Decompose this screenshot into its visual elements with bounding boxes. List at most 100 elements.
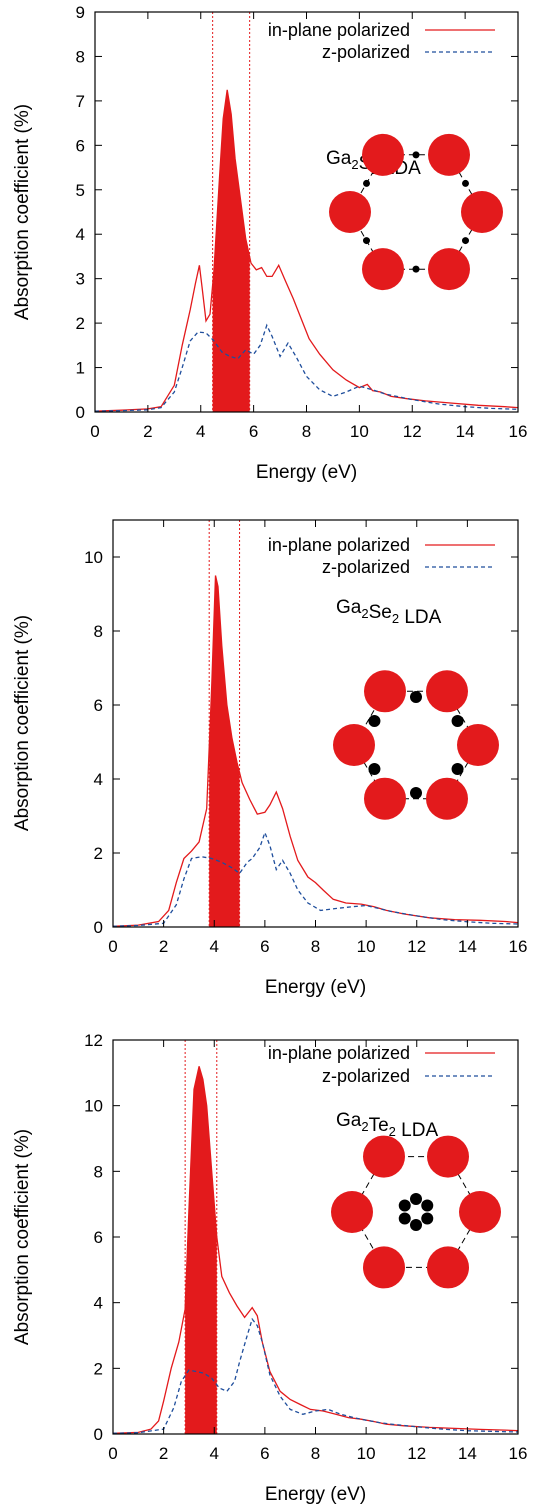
- x-tick-label: 14: [456, 422, 475, 441]
- x-tick-label: 6: [249, 422, 258, 441]
- x-tick-label: 4: [210, 937, 219, 956]
- x-axis-title: Energy (eV): [265, 1484, 366, 1505]
- legend-label: z-polarized: [322, 42, 410, 62]
- legend-label: in-plane polarized: [268, 1043, 410, 1063]
- y-tick-label: 0: [76, 403, 85, 422]
- series-line-in-plane: [94, 89, 519, 412]
- x-tick-label: 16: [509, 422, 528, 441]
- y-tick-label: 2: [94, 1359, 103, 1378]
- ga-atom: [364, 777, 406, 820]
- y-tick-label: 0: [94, 918, 103, 937]
- chalcogen-atom: [363, 179, 370, 187]
- y-tick-label: 8: [76, 47, 85, 66]
- chalcogen-atom: [462, 237, 469, 245]
- chalcogen-atom: [421, 1199, 434, 1212]
- y-tick-label: 8: [94, 622, 103, 641]
- y-tick-label: 4: [76, 225, 85, 244]
- inset-structure-diagram: [329, 133, 503, 291]
- series-line-z-polarized: [94, 323, 519, 412]
- x-tick-label: 6: [260, 937, 269, 956]
- ga-atom: [329, 191, 371, 233]
- inset-structure-diagram: [331, 1135, 501, 1289]
- inset-structure-diagram: [333, 670, 499, 820]
- inset-structure-title: Ga2Se2 LDA: [336, 597, 442, 628]
- ga-atom: [362, 248, 404, 291]
- chalcogen-atom: [451, 763, 464, 775]
- x-tick-label: 12: [407, 1444, 426, 1463]
- x-tick-label: 8: [302, 422, 311, 441]
- ga-atom: [363, 1135, 405, 1178]
- chalcogen-atom: [421, 1212, 434, 1225]
- ga-atom: [461, 191, 503, 233]
- chalcogen-atom: [398, 1212, 411, 1225]
- x-tick-label: 2: [159, 937, 168, 956]
- inset-structure-title: Ga2Te2 LDA: [336, 1110, 438, 1141]
- plot-frame: [94, 11, 519, 413]
- x-tick-label: 14: [458, 937, 477, 956]
- x-tick-label: 0: [90, 422, 99, 441]
- chalcogen-atom: [398, 1199, 411, 1212]
- ga-atom: [363, 1246, 405, 1289]
- series-line-in-plane: [112, 1066, 519, 1434]
- chalcogen-atom: [410, 1193, 422, 1205]
- y-tick-label: 0: [94, 1425, 103, 1444]
- series-line-z-polarized: [112, 830, 519, 927]
- ga-atom: [427, 1246, 469, 1289]
- shaded-absorption-region: [209, 575, 240, 927]
- legend-label: in-plane polarized: [268, 535, 410, 555]
- y-tick-label: 1: [76, 359, 85, 378]
- y-tick-label: 6: [94, 1228, 103, 1247]
- chalcogen-atom: [451, 715, 464, 727]
- y-tick-label: 3: [76, 270, 85, 289]
- y-tick-label: 5: [76, 181, 85, 200]
- x-tick-label: 10: [357, 1444, 376, 1463]
- ga-atom: [457, 724, 499, 766]
- y-axis-title: Absorption coefficient (%): [12, 615, 33, 831]
- y-tick-label: 2: [94, 844, 103, 863]
- x-tick-label: 4: [210, 1444, 219, 1463]
- ga-atom: [426, 670, 468, 713]
- chalcogen-atom: [462, 179, 469, 187]
- chalcogen-atom: [368, 715, 381, 727]
- x-tick-label: 0: [108, 937, 117, 956]
- x-tick-label: 6: [260, 1444, 269, 1463]
- x-tick-label: 8: [311, 937, 320, 956]
- chalcogen-atom: [363, 237, 370, 245]
- chalcogen-atom: [410, 691, 422, 703]
- series-line-z-polarized: [112, 1317, 519, 1434]
- ga-atom: [331, 1191, 373, 1233]
- y-tick-label: 4: [94, 770, 103, 789]
- ga-atom: [362, 133, 404, 176]
- x-axis-title: Energy (eV): [256, 462, 357, 483]
- y-tick-label: 7: [76, 92, 85, 111]
- x-tick-label: 16: [509, 1444, 528, 1463]
- x-tick-label: 10: [350, 422, 369, 441]
- x-tick-label: 8: [311, 1444, 320, 1463]
- ga-atom: [426, 777, 468, 820]
- chart-panel-2: 0 2 4 6 8 10 12 14 16 0 2 4 6 8 10 Energy (eV) Absorptio…: [12, 519, 527, 998]
- y-tick-label: 10: [84, 1097, 103, 1116]
- ga-atom: [428, 133, 470, 176]
- y-tick-label: 8: [94, 1162, 103, 1181]
- y-tick-label: 4: [94, 1294, 103, 1313]
- chalcogen-atom: [412, 265, 420, 273]
- x-tick-label: 12: [403, 422, 422, 441]
- y-tick-label: 12: [84, 1031, 103, 1050]
- ga-atom: [459, 1191, 501, 1233]
- chalcogen-atom: [412, 151, 420, 159]
- shaded-absorption-region: [212, 89, 250, 413]
- legend-label: z-polarized: [322, 1066, 410, 1086]
- y-axis-title: Absorption coefficient (%): [12, 104, 33, 320]
- chalcogen-atom: [410, 1219, 422, 1231]
- y-tick-label: 6: [76, 136, 85, 155]
- x-axis-title: Energy (eV): [265, 977, 366, 998]
- shaded-absorption-region: [185, 1066, 217, 1434]
- x-tick-label: 10: [357, 937, 376, 956]
- chalcogen-atom: [410, 787, 422, 799]
- x-tick-label: 0: [108, 1444, 117, 1463]
- legend-label: in-plane polarized: [268, 20, 410, 40]
- ga-atom: [333, 724, 375, 766]
- chart-panel-3: 0 2 4 6 8 10 12 14 16 0 2 4 6 8 10 12 Energy (eV) Absorpt…: [12, 1031, 527, 1505]
